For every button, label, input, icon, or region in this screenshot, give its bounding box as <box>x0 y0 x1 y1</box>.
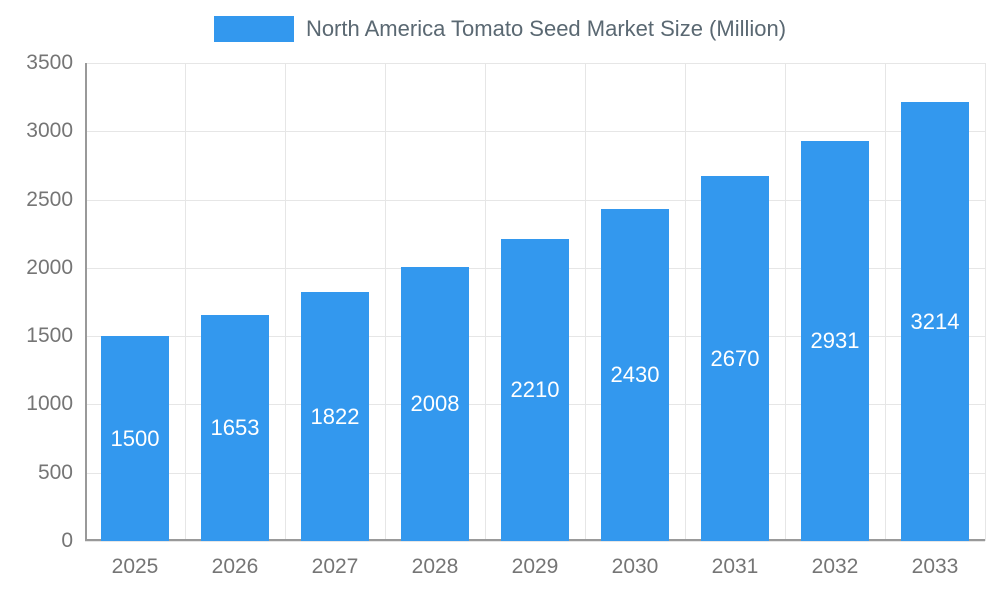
bar-2028 <box>401 266 469 541</box>
gridline-vertical <box>585 63 586 541</box>
bar-2031 <box>701 176 769 541</box>
bar-2025 <box>101 336 169 541</box>
gridline-vertical <box>685 63 686 541</box>
y-tick-label: 3000 <box>26 119 73 143</box>
legend-swatch[interactable] <box>213 16 294 42</box>
x-tick-label: 2026 <box>211 555 259 578</box>
bar-value-label: 3214 <box>910 308 960 334</box>
gridline-vertical <box>385 63 386 541</box>
x-tick-label: 2027 <box>311 555 359 578</box>
bar-value-label: 2670 <box>710 345 760 371</box>
y-tick-label: 500 <box>37 460 73 484</box>
y-tick-label: 3500 <box>26 51 73 74</box>
gridline-vertical <box>185 63 186 541</box>
y-tick-label: 1000 <box>26 392 73 416</box>
gridline-horizontal <box>85 541 985 542</box>
bar-2030 <box>601 209 669 541</box>
x-tick-label: 2033 <box>911 555 959 578</box>
gridline-vertical <box>985 63 986 541</box>
x-tick-label: 2028 <box>411 555 459 578</box>
bar-2027 <box>301 292 369 541</box>
bar-2029 <box>501 239 569 541</box>
gridline-horizontal <box>85 131 985 133</box>
gridline-vertical <box>485 63 486 541</box>
bar-value-label: 2430 <box>610 362 660 388</box>
legend: North America Tomato Seed Market Size (M… <box>0 16 1000 42</box>
y-tick-label: 2500 <box>26 187 73 211</box>
y-tick-label: 0 <box>61 529 73 552</box>
x-tick-label: 2025 <box>111 555 159 578</box>
gridline-horizontal <box>85 199 985 201</box>
y-axis-line <box>85 63 87 541</box>
bar-2026 <box>201 315 269 541</box>
plot-area: 1500 1653 1822 2008 2210 2430 2670 2931 3214 0 50… <box>26 51 986 578</box>
x-tick-label: 2029 <box>511 555 559 578</box>
y-tick-label: 2000 <box>26 255 73 279</box>
gridline-vertical <box>285 63 286 541</box>
bar-2032 <box>801 140 869 541</box>
bar-value-label: 1653 <box>210 415 260 441</box>
bar-value-label: 2008 <box>410 390 460 416</box>
y-tick-label: 1500 <box>26 324 73 348</box>
x-tick-label: 2031 <box>711 555 759 578</box>
bar-value-label: 2931 <box>810 327 860 353</box>
gridline-horizontal <box>85 63 985 64</box>
bar-value-label: 1822 <box>310 403 360 429</box>
bar-2033 <box>901 102 969 541</box>
x-tick-label: 2032 <box>811 555 859 578</box>
gridline-vertical <box>785 63 786 541</box>
legend-label[interactable]: North America Tomato Seed Market Size (M… <box>305 16 787 41</box>
bar-value-label: 2210 <box>510 377 560 403</box>
bar-value-label: 1500 <box>110 425 160 451</box>
x-tick-label: 2030 <box>611 555 659 578</box>
gridline-vertical <box>885 63 886 541</box>
